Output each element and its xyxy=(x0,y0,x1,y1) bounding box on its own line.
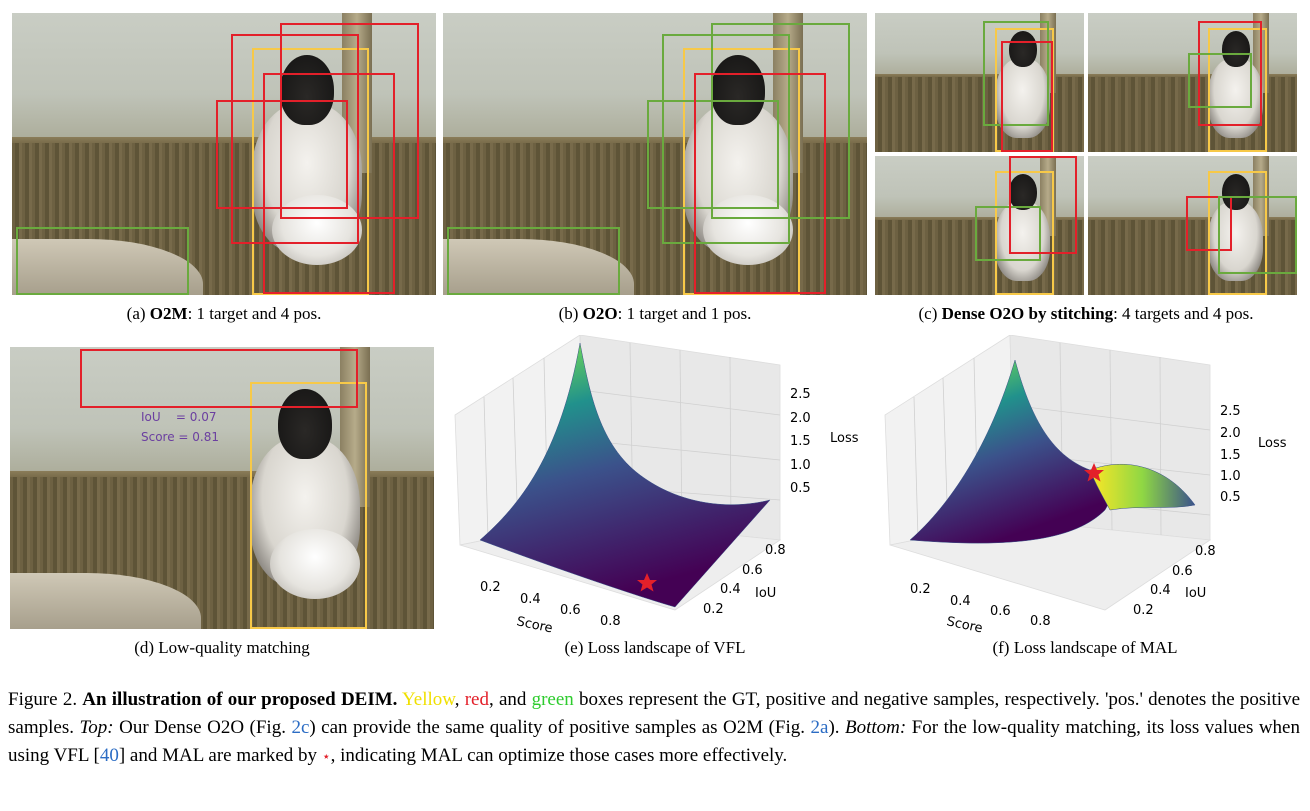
z-tick: 1.0 xyxy=(1220,469,1241,484)
loss-landscape-mal-plot: 2.5 2.0 1.5 1.0 0.5 Loss 0.2 0.4 0.6 0.8… xyxy=(884,335,1287,635)
tile-bottom-right xyxy=(1088,156,1297,295)
y-axis-label: IoU xyxy=(1185,586,1206,601)
gt-box xyxy=(252,48,369,295)
caption-f: (f) Loss landscape of MAL xyxy=(992,638,1178,657)
z-tick: 1.5 xyxy=(790,434,811,449)
score-tick: 0.4 xyxy=(950,594,971,609)
figure-ref-2a[interactable]: 2a xyxy=(810,717,829,738)
image-panel-a xyxy=(12,13,436,295)
figure-ref-2c[interactable]: 2c xyxy=(291,717,310,738)
image-panel-d: IoU = 0.07 Score = 0.81 xyxy=(10,347,434,629)
tile-top-right xyxy=(1088,13,1297,152)
z-tick: 1.5 xyxy=(1220,448,1241,463)
positive-box xyxy=(216,100,348,209)
negative-box xyxy=(647,100,779,209)
figure-caption: Figure 2. An illustration of our propose… xyxy=(8,689,1301,766)
image-panel-c xyxy=(875,13,1297,295)
gt-box xyxy=(683,48,800,295)
x-axis-label: Score xyxy=(515,614,554,635)
z-tick: 1.0 xyxy=(790,458,811,473)
score-tick: 0.2 xyxy=(910,582,931,597)
z-axis-label: Loss xyxy=(1258,436,1287,451)
star-icon: ⋆ xyxy=(321,750,331,765)
z-tick: 2.5 xyxy=(1220,404,1241,419)
score-tick: 0.6 xyxy=(560,603,581,618)
negative-box xyxy=(447,227,620,295)
score-tick: 0.4 xyxy=(520,592,541,607)
iou-tick: 0.8 xyxy=(1195,544,1216,559)
caption-a: (a) O2M: 1 target and 4 pos. xyxy=(126,304,322,323)
low-quality-positive-box xyxy=(80,349,358,408)
z-tick: 0.5 xyxy=(790,481,811,496)
positive-box xyxy=(231,34,359,244)
image-panel-b xyxy=(443,13,867,295)
figure-title: An illustration of our proposed DEIM. xyxy=(82,689,398,710)
positive-box xyxy=(694,73,826,294)
score-tick: 0.8 xyxy=(600,614,621,629)
iou-tick: 0.4 xyxy=(720,582,741,597)
z-tick: 2.5 xyxy=(790,387,811,402)
loss-landscape-vfl-plot: 2.5 2.0 1.5 1.0 0.5 Loss 0.2 0.4 0.6 0.8… xyxy=(454,335,859,635)
score-tick: 0.8 xyxy=(1030,614,1051,629)
iou-tick: 0.2 xyxy=(703,602,724,617)
iou-tick: 0.8 xyxy=(765,543,786,558)
gt-box xyxy=(250,382,367,629)
caption-b: (b) O2O: 1 target and 1 pos. xyxy=(558,304,752,323)
z-axis-label: Loss xyxy=(830,431,859,446)
z-tick: 2.0 xyxy=(790,411,811,426)
z-tick: 2.0 xyxy=(1220,426,1241,441)
score-value: Score = 0.81 xyxy=(141,430,220,444)
caption-c: (c) Dense O2O by stitching: 4 targets an… xyxy=(918,304,1254,323)
score-tick: 0.2 xyxy=(480,580,501,595)
iou-value: IoU = 0.07 xyxy=(141,410,217,424)
citation-ref-40[interactable]: 40 xyxy=(99,745,119,766)
iou-tick: 0.6 xyxy=(1172,564,1193,579)
caption-d: (d) Low-quality matching xyxy=(134,638,310,657)
mal-loss-marker-star xyxy=(1084,463,1104,482)
caption-e: (e) Loss landscape of VFL xyxy=(564,638,746,657)
x-axis-label: Score xyxy=(945,614,984,635)
iou-tick: 0.2 xyxy=(1133,603,1154,618)
z-tick: 0.5 xyxy=(1220,490,1241,505)
tile-bottom-left xyxy=(875,156,1084,295)
tile-top-left xyxy=(875,13,1084,152)
y-axis-label: IoU xyxy=(755,586,776,601)
positive-box xyxy=(280,23,419,219)
negative-box xyxy=(662,34,790,244)
iou-tick: 0.6 xyxy=(742,563,763,578)
negative-box xyxy=(16,227,189,295)
iou-tick: 0.4 xyxy=(1150,583,1171,598)
score-tick: 0.6 xyxy=(990,604,1011,619)
positive-box xyxy=(263,73,395,294)
vfl-loss-marker-star xyxy=(637,573,657,592)
negative-box xyxy=(711,23,850,219)
